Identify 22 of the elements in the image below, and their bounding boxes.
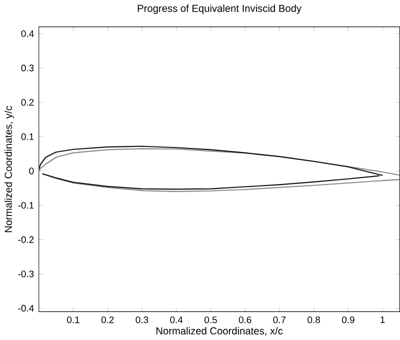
y-axis-title: Normalized Coordinates, y/c — [4, 106, 14, 232]
y-tick-label: -0.2 — [18, 236, 34, 243]
y-tick-label: 0.2 — [21, 98, 34, 106]
x-tick-label: 0.6 — [238, 316, 252, 324]
x-tick-label: 0.7 — [273, 316, 286, 324]
y-tick-label: -0.4 — [18, 304, 34, 312]
x-tick-label: 1 — [380, 316, 385, 323]
x-tick-label: 0.8 — [308, 316, 320, 324]
x-tick-label: 0.9 — [342, 316, 354, 324]
x-tick-label: 0.4 — [170, 316, 183, 324]
chart-title: Progress of Equivalent Inviscid Body — [138, 4, 302, 14]
y-tick-label: 0.1 — [21, 133, 34, 140]
y-tick-label: 0 — [29, 168, 34, 174]
y-tick-label: -0.3 — [18, 270, 34, 278]
x-tick-label: 0.2 — [101, 316, 114, 324]
y-tick-label: 0.3 — [21, 64, 34, 72]
y-tick-label: 0.4 — [21, 30, 34, 37]
x-tick-label: 0.3 — [136, 316, 148, 324]
x-tick-label: 0.1 — [67, 316, 80, 324]
x-tick-label: 0.5 — [204, 316, 217, 324]
y-tick-label: -0.1 — [18, 202, 34, 209]
x-axis-title: Normalized Coordinates, x/c — [156, 326, 283, 336]
